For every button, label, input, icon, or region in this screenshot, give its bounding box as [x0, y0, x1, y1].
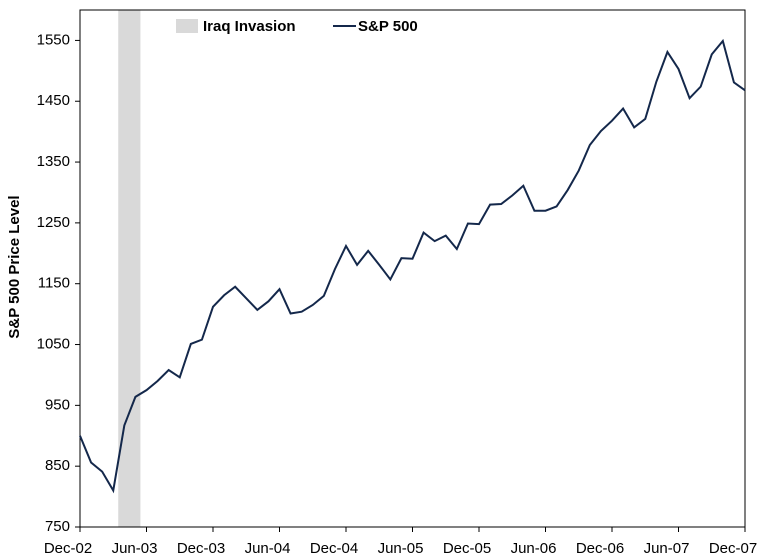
legend-label: Iraq Invasion — [203, 18, 296, 35]
x-tick-label: Dec-04 — [310, 540, 358, 557]
y-tick-label: 1150 — [38, 275, 70, 292]
x-tick-label: Jun-03 — [112, 540, 158, 557]
shaded-band — [118, 10, 141, 527]
y-tick-label: 1250 — [37, 214, 70, 231]
x-tick-label: Dec-07 — [709, 540, 757, 557]
x-tick-label: Dec-02 — [44, 540, 92, 557]
x-tick-label: Jun-05 — [378, 540, 424, 557]
y-tick-label: 1050 — [37, 335, 70, 352]
plot-frame — [79, 9, 746, 528]
y-tick-label: 1450 — [37, 92, 70, 109]
legend-swatch — [176, 19, 198, 33]
y-tick-label: 750 — [45, 518, 70, 535]
line-series — [79, 38, 746, 494]
y-axis-label: S&P 500 Price Level — [6, 195, 23, 338]
x-tick-label: Dec-03 — [177, 540, 225, 557]
y-tick-label: 1550 — [37, 31, 70, 48]
x-tick-label: Jun-07 — [644, 540, 690, 557]
x-tick-label: Dec-05 — [443, 540, 491, 557]
y-tick-label: 950 — [45, 396, 70, 413]
legend-label: S&P 500 — [358, 18, 418, 35]
x-tick-label: Jun-06 — [511, 540, 557, 557]
x-tick-label: Jun-04 — [245, 540, 291, 557]
y-tick-label: 1350 — [37, 153, 70, 170]
y-tick-label: 850 — [45, 457, 70, 474]
x-tick-label: Dec-06 — [576, 540, 624, 557]
